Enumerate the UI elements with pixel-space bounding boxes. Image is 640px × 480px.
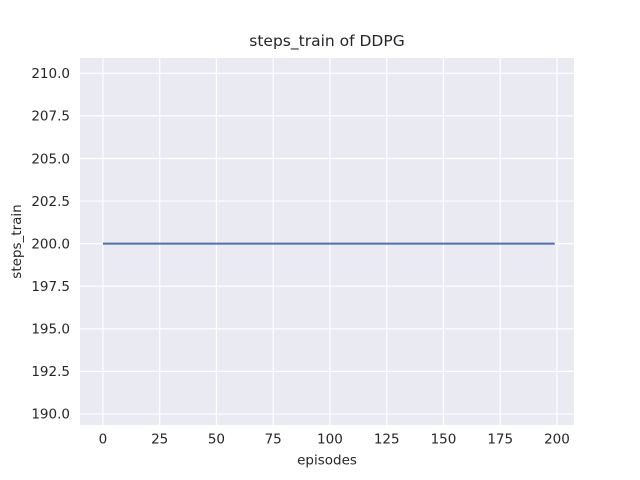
x-tick-labels: 0 25 50 75 100 125 150 175 200 bbox=[99, 432, 570, 448]
y-tick-labels: 190.0 192.5 195.0 197.5 200.0 202.5 205.0 207.5… bbox=[31, 66, 70, 423]
y-axis-label: steps_train bbox=[9, 204, 25, 278]
y-tick-label: 202.5 bbox=[31, 194, 70, 210]
x-tick-label: 50 bbox=[208, 432, 225, 448]
y-tick-label: 210.0 bbox=[31, 66, 70, 82]
plot-background bbox=[80, 58, 574, 425]
y-tick-label: 207.5 bbox=[31, 109, 70, 125]
x-axis-label: episodes bbox=[297, 453, 357, 469]
x-tick-label: 75 bbox=[265, 432, 282, 448]
x-tick-label: 175 bbox=[487, 432, 513, 448]
y-tick-label: 205.0 bbox=[31, 151, 70, 167]
x-tick-label: 200 bbox=[544, 432, 570, 448]
x-tick-label: 25 bbox=[151, 432, 168, 448]
x-tick-label: 125 bbox=[374, 432, 400, 448]
x-tick-label: 100 bbox=[317, 432, 343, 448]
y-tick-label: 190.0 bbox=[31, 407, 70, 423]
y-tick-label: 195.0 bbox=[31, 322, 70, 338]
y-tick-label: 192.5 bbox=[31, 364, 70, 380]
x-tick-label: 0 bbox=[99, 432, 108, 448]
y-tick-label: 197.5 bbox=[31, 279, 70, 295]
y-tick-label: 200.0 bbox=[31, 236, 70, 252]
x-tick-label: 150 bbox=[431, 432, 457, 448]
chart-title: steps_train of DDPG bbox=[249, 32, 404, 51]
